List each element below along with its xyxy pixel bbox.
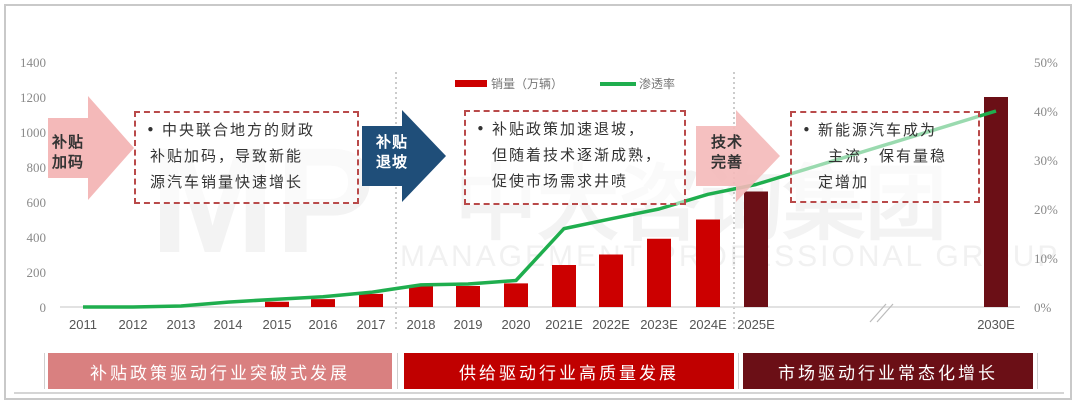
bar [552,265,576,307]
right-axis: 0% 10% 20% 30% 40% 50% [1034,55,1058,315]
bar [311,299,335,307]
axis-break-icon [869,303,894,323]
legend: 销量（万辆） 渗透率 [455,76,675,91]
right-axis-tick: 20% [1034,202,1058,217]
phase-separator [397,353,398,389]
legend-bar-label: 销量（万辆） [491,77,563,91]
x-axis-label: 2024E [689,317,727,332]
x-axis-label: 2021E [545,317,583,332]
left-axis-tick: 800 [27,160,47,175]
phase-separator [1037,353,1038,389]
bar [696,219,720,307]
bar [599,254,623,307]
left-axis-tick: 200 [27,265,47,280]
left-axis-tick: 1200 [20,90,46,105]
right-axis-tick: 50% [1034,55,1058,70]
note-phase-1: • 中央联合地方的财政 补贴加码，导致新能 源汽车销量快速增长 [134,111,359,204]
bar [984,97,1008,307]
arrow-tech-improve-label: 技术 完善 [711,133,744,171]
arrow-tech-improve-icon [696,110,780,202]
x-axis-label: 2013 [167,317,196,332]
x-axis-label: 2011 [69,317,97,332]
x-axis-label: 2018 [407,317,436,332]
bar [265,301,289,307]
note-phase-3: • 新能源汽车成为 主流，保有量稳 定增加 [790,111,980,203]
x-axis-label: 2012 [119,317,148,332]
x-axis-label: 2016 [309,317,338,332]
x-axis-label: 2014 [214,317,243,332]
x-axis-label: 2015 [263,317,292,332]
bar [647,238,671,307]
left-axis-tick: 1400 [20,55,46,70]
legend-line-label: 渗透率 [639,76,675,91]
bar-series [265,97,1008,307]
phase-label-subsidy: 补贴政策驱动行业突破式发展 [48,353,392,389]
right-axis-tick: 30% [1034,153,1058,168]
bar [744,191,768,307]
left-axis-tick: 1000 [20,125,46,140]
right-axis-tick: 0% [1034,300,1052,315]
arrow-subsidy-retreat-icon [362,110,446,202]
phase-separator [44,353,45,389]
right-axis-tick: 10% [1034,251,1058,266]
x-axis-label: 2020 [502,317,531,332]
phase-separator [738,353,739,389]
x-axis-label: 2030E [977,317,1015,332]
arrow-subsidy-retreat-label: 补贴 退坡 [376,133,409,171]
x-axis-label: 2023E [640,317,678,332]
x-axis-label: 2019 [454,317,483,332]
bar [359,293,383,307]
bar [456,286,480,307]
left-axis-tick: 400 [27,230,47,245]
watermark-en: MANAGEMENT PROFESSIONAL GROUP [400,240,1060,273]
x-axis-label: 2017 [357,317,386,332]
phase-label-market: 市场驱动行业常态化增长 [743,353,1033,389]
bar [409,286,433,307]
legend-bar-swatch [455,80,487,87]
arrow-subsidy-increase-icon [48,96,134,200]
left-axis: 0 200 400 600 800 1000 1200 1400 [20,55,46,315]
right-axis-tick: 40% [1034,104,1058,119]
note-phase-2: • 补贴政策加速退坡， 但随着技术逐渐成熟， 促使市场需求井喷 [464,110,686,205]
phase-label-supply: 供给驱动行业高质量发展 [404,353,734,389]
left-axis-tick: 0 [40,300,47,315]
x-axis-labels: 2011 2012 2013 2014 2015 2016 2017 2018 2019 2020… [69,317,1015,332]
arrow-subsidy-increase-label: 补贴 加码 [52,133,85,171]
bottom-rule [14,392,1064,394]
left-axis-tick: 600 [27,195,47,210]
x-axis-label: 2025E [737,317,775,332]
bar [504,283,528,307]
legend-line-swatch [600,82,636,86]
x-axis-label: 2022E [592,317,630,332]
